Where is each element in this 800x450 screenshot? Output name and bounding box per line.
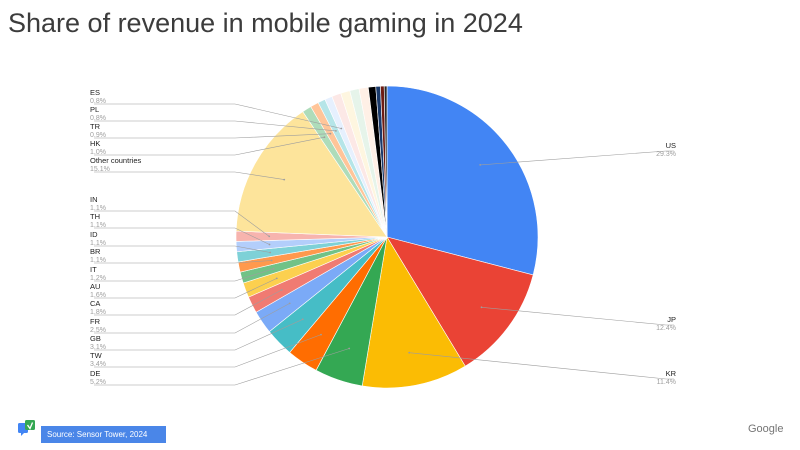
leader-line-th [94,227,270,245]
leader-line-tr [94,133,331,139]
slice-label-pl: PL [90,105,99,114]
leader-line-in [94,210,270,237]
slice-value-ca: 1.8% [90,309,106,316]
pie-slice-jp [386,236,534,367]
slice-value-us: 29.3% [656,151,676,158]
slice-value-es: 0.8% [90,98,106,105]
slice-label-fr: FR [90,317,101,326]
leader-dot-pl [335,130,337,132]
slice-value-tr: 0.9% [90,132,106,139]
slice-value-kr: 11.4% [657,379,676,386]
leader-dot-fr [288,302,291,305]
leader-dot-tr [329,132,332,135]
slice-label-de: DE [90,369,100,378]
leader-dot-gb [301,318,304,321]
slice-label-ca: CA [90,299,100,308]
leader-line-it [94,268,274,282]
leader-line-tw [94,334,322,368]
slice-label-br: BR [90,247,101,256]
leader-dot-us [479,164,482,166]
leader-dot-br [270,259,273,262]
slice-label-kr: KR [666,369,677,378]
slice-value-gb: 3.1% [90,344,106,351]
slice-value-pl: 0.8% [90,115,106,122]
slice-label-gb: GB [90,334,101,343]
leader-dot-th [268,243,271,246]
leader-dot-au [275,277,278,280]
leader-dot-es [340,127,343,130]
leader-line-fr [94,303,290,334]
leader-line-id [94,245,271,253]
leader-dot-ca [280,289,283,291]
slice-label-us: US [666,141,676,150]
pie-slice-kr [361,236,466,389]
slice-value-hk: 1.0% [90,149,106,156]
slice-value-tw: 3.4% [90,361,106,368]
leader-line-pl [94,120,336,132]
leader-line-ca [94,289,282,316]
google-logo: Google [748,423,784,435]
slice-value-it: 1.2% [90,275,106,282]
leader-dot-id [269,251,272,254]
leader-dot-hk [323,136,326,139]
leader-dot-tw [320,333,322,336]
slice-value-id: 1.1% [90,240,106,247]
slice-label-jp: JP [667,315,676,324]
leader-line-hk [94,136,325,156]
slice-value-fr: 2.5% [90,327,106,334]
leader-line-br [94,260,272,264]
leader-line-gb [94,319,303,351]
slice-label-tw: TW [90,351,103,360]
slice-value-jp: 12.4% [656,325,676,332]
slice-label-es: ES [90,88,100,97]
leader-line-other-countries [94,171,285,180]
slice-label-id: ID [90,230,98,239]
slice-label-au: AU [90,282,100,291]
slice-label-it: IT [90,265,97,274]
slice-label-hk: HK [90,139,100,148]
leader-line-de [94,348,350,386]
leader-dot-in [268,235,271,238]
slice-value-br: 1.1% [90,257,106,264]
leader-dot-it [272,267,275,270]
leader-dot-kr [408,351,411,354]
leader-line-us [480,150,674,166]
slice-label-in: IN [90,195,98,204]
leader-line-es [94,103,342,129]
slice-label-tr: TR [90,122,101,131]
leader-dot-de [348,347,351,350]
slice-value-au: 1.6% [90,292,106,299]
source-note: Source: Sensor Tower, 2024 [41,426,166,443]
leader-dot-jp [480,306,483,309]
leader-line-kr [409,352,674,380]
google-news-lab-logo-icon [18,419,36,437]
slice-value-de: 5.2% [90,379,106,386]
leader-line-jp [481,307,674,326]
slice-label-other-countries: Other countries [90,156,142,165]
pie-slice-us [386,85,539,276]
slice-value-in: 1.1% [90,205,106,212]
chart-title: Share of revenue in mobile gaming in 202… [8,8,523,38]
pie-slice-unlabeled-26 [383,85,388,238]
slice-value-th: 1.1% [90,222,106,229]
leader-dot-other-countries [283,178,286,181]
slice-label-th: TH [90,212,100,221]
leader-line-au [94,278,277,299]
slice-value-other-countries: 15.1% [90,166,110,173]
